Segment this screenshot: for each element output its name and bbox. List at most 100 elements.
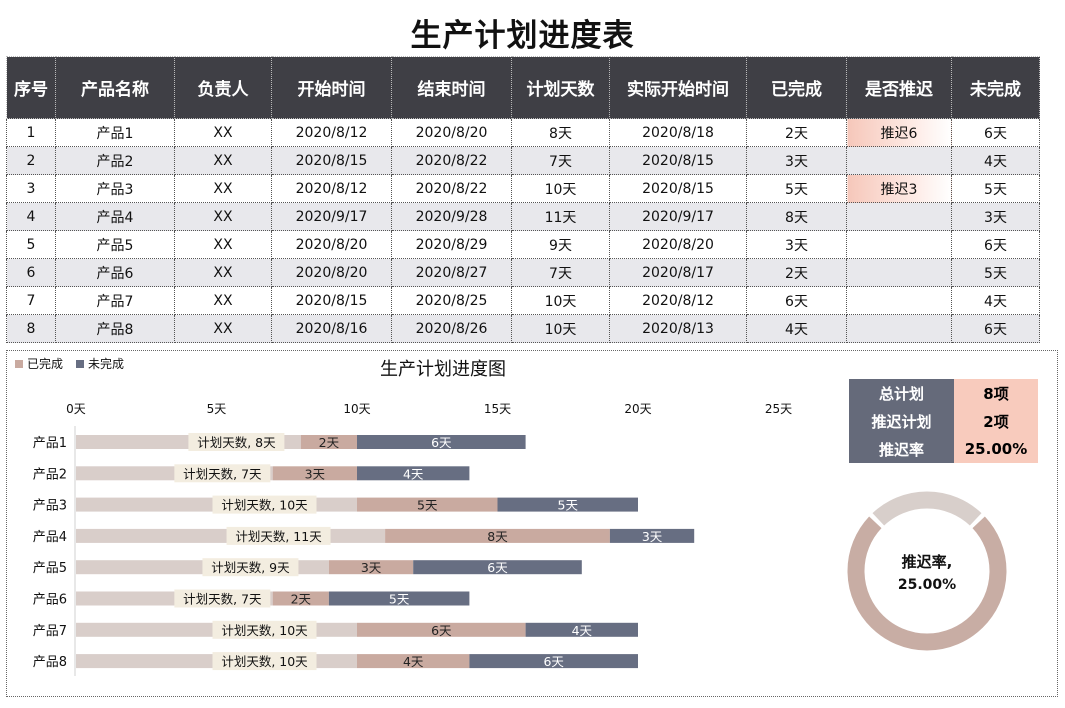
bar-remaining	[413, 560, 582, 575]
data-label-remaining: 5天	[558, 498, 579, 513]
table-row: 2 产品2 XX 2020/8/15 2020/8/22 7天 2020/8/15 3天 4天	[6, 146, 1040, 175]
table-cell: 产品5	[55, 230, 175, 259]
data-label-planned: 计划天数, 10天	[221, 654, 308, 669]
table-cell: 4	[6, 202, 56, 231]
data-label-planned: 计划天数, 7天	[183, 466, 262, 481]
data-label-planned: 计划天数, 9天	[211, 560, 290, 575]
data-label-completed: 4天	[403, 654, 424, 669]
bar-remaining	[497, 497, 638, 512]
data-label-bg	[212, 620, 317, 639]
x-tick-label: 0天	[66, 402, 86, 416]
table-header-row: 序号 产品名称 负责人 开始时间 结束时间 计划天数 实际开始时间 已完成 是否推迟 未完成	[6, 56, 1040, 119]
table-cell	[846, 314, 952, 343]
column-header: 已完成	[746, 56, 847, 119]
table-cell: 2020/8/20	[271, 258, 392, 287]
table-cell: 2天	[746, 258, 847, 287]
table-cell: 2020/8/15	[609, 146, 747, 175]
table-row: 6 产品6 XX 2020/8/20 2020/8/27 7天 2020/8/17 2天 5天	[6, 258, 1040, 287]
table-cell: 4天	[951, 146, 1040, 175]
stat-value: 25.00%	[954, 435, 1038, 463]
table-cell: 产品1	[55, 118, 175, 147]
bar-remaining	[609, 528, 695, 543]
data-label-planned: 计划天数, 11天	[235, 529, 322, 544]
table-cell: 7天	[511, 258, 610, 287]
bar-completed	[385, 528, 610, 543]
bar-completed	[357, 622, 526, 637]
table-cell: 5天	[951, 174, 1040, 203]
table-cell: 2020/8/27	[391, 258, 512, 287]
data-label-bg	[226, 526, 331, 545]
legend-swatch-todo	[76, 360, 84, 368]
stat-label: 总计划	[849, 379, 954, 407]
table-row: 1 产品1 XX 2020/8/12 2020/8/20 8天 2020/8/18 2天 推迟6…	[6, 118, 1040, 147]
data-label-remaining: 5天	[389, 592, 410, 607]
table-cell: 3天	[746, 230, 847, 259]
column-header: 实际开始时间	[609, 56, 747, 119]
table-cell: 6天	[951, 314, 1040, 343]
table-cell: 2020/8/26	[391, 314, 512, 343]
table-cell: 10天	[511, 286, 610, 315]
table-cell: 2020/8/12	[271, 118, 392, 147]
table-row: 7 产品7 XX 2020/8/15 2020/8/25 10天 2020/8/12 6天 4天	[6, 286, 1040, 315]
stat-row-delayed: 推迟计划 2项	[849, 407, 1038, 435]
chart-panel	[6, 350, 1058, 697]
stats-table: 总计划 8项 推迟计划 2项 推迟率 25.00%	[849, 379, 1038, 463]
data-label-planned: 计划天数, 10天	[221, 623, 308, 638]
legend-label-todo: 未完成	[88, 356, 124, 371]
bar-completed	[272, 591, 329, 606]
stat-value: 2项	[954, 407, 1038, 435]
data-label-remaining: 6天	[543, 654, 564, 669]
table-cell: 2020/8/17	[609, 258, 747, 287]
table-cell: 产品4	[55, 202, 175, 231]
x-tick-label: 15天	[484, 402, 511, 416]
column-header: 是否推迟	[846, 56, 952, 119]
bar-completed	[328, 560, 414, 575]
data-label-planned: 计划天数, 10天	[221, 498, 308, 513]
data-label-planned: 计划天数, 8天	[197, 435, 276, 450]
table-cell: 产品2	[55, 146, 175, 175]
table-cell: 2020/8/12	[271, 174, 392, 203]
data-label-completed: 3天	[361, 560, 382, 575]
legend-swatch-done	[15, 360, 23, 368]
data-label-remaining: 6天	[487, 560, 508, 575]
table-cell: 产品6	[55, 258, 175, 287]
table-cell: XX	[174, 202, 272, 231]
table-cell: 2020/8/15	[271, 146, 392, 175]
table-body: 1 产品1 XX 2020/8/12 2020/8/20 8天 2020/8/18 2天 推迟6…	[6, 118, 1040, 343]
category-label: 产品8	[33, 655, 67, 670]
chart-title: 生产计划进度图	[380, 359, 506, 380]
data-label-bg	[212, 495, 317, 514]
table-cell: 2020/8/15	[271, 286, 392, 315]
table-cell: 2020/9/28	[391, 202, 512, 231]
table-row: 8 产品8 XX 2020/8/16 2020/8/26 10天 2020/8/13 4天 6天	[6, 314, 1040, 343]
table-cell: 产品8	[55, 314, 175, 343]
stat-label: 推迟计划	[849, 407, 954, 435]
category-label: 产品3	[33, 499, 67, 514]
table-cell: 2020/8/15	[609, 174, 747, 203]
table-cell: XX	[174, 314, 272, 343]
column-header: 未完成	[951, 56, 1040, 119]
table-cell: 2020/8/18	[609, 118, 747, 147]
bar-remaining	[525, 622, 638, 637]
table-cell: 1	[6, 118, 56, 147]
category-label: 产品5	[33, 561, 67, 576]
table-cell: XX	[174, 286, 272, 315]
stat-row-rate: 推迟率 25.00%	[849, 435, 1038, 463]
data-label-bg	[188, 433, 285, 451]
stat-label: 推迟率	[849, 435, 954, 463]
donut-slice-delayed	[872, 491, 982, 526]
table-cell: 产品7	[55, 286, 175, 315]
data-label-completed: 5天	[417, 498, 438, 513]
table-cell: 2020/8/22	[391, 146, 512, 175]
table-cell	[846, 146, 952, 175]
data-label-completed: 8天	[487, 529, 508, 544]
x-tick-label: 20天	[624, 402, 651, 416]
donut-center-label: 推迟率,	[902, 553, 953, 571]
category-label: 产品2	[33, 467, 67, 482]
table-cell: 9天	[511, 230, 610, 259]
stat-row-total: 总计划 8项	[849, 379, 1038, 407]
data-label-remaining: 4天	[403, 466, 424, 481]
bar-remaining	[357, 466, 470, 481]
table-cell: 3天	[746, 146, 847, 175]
